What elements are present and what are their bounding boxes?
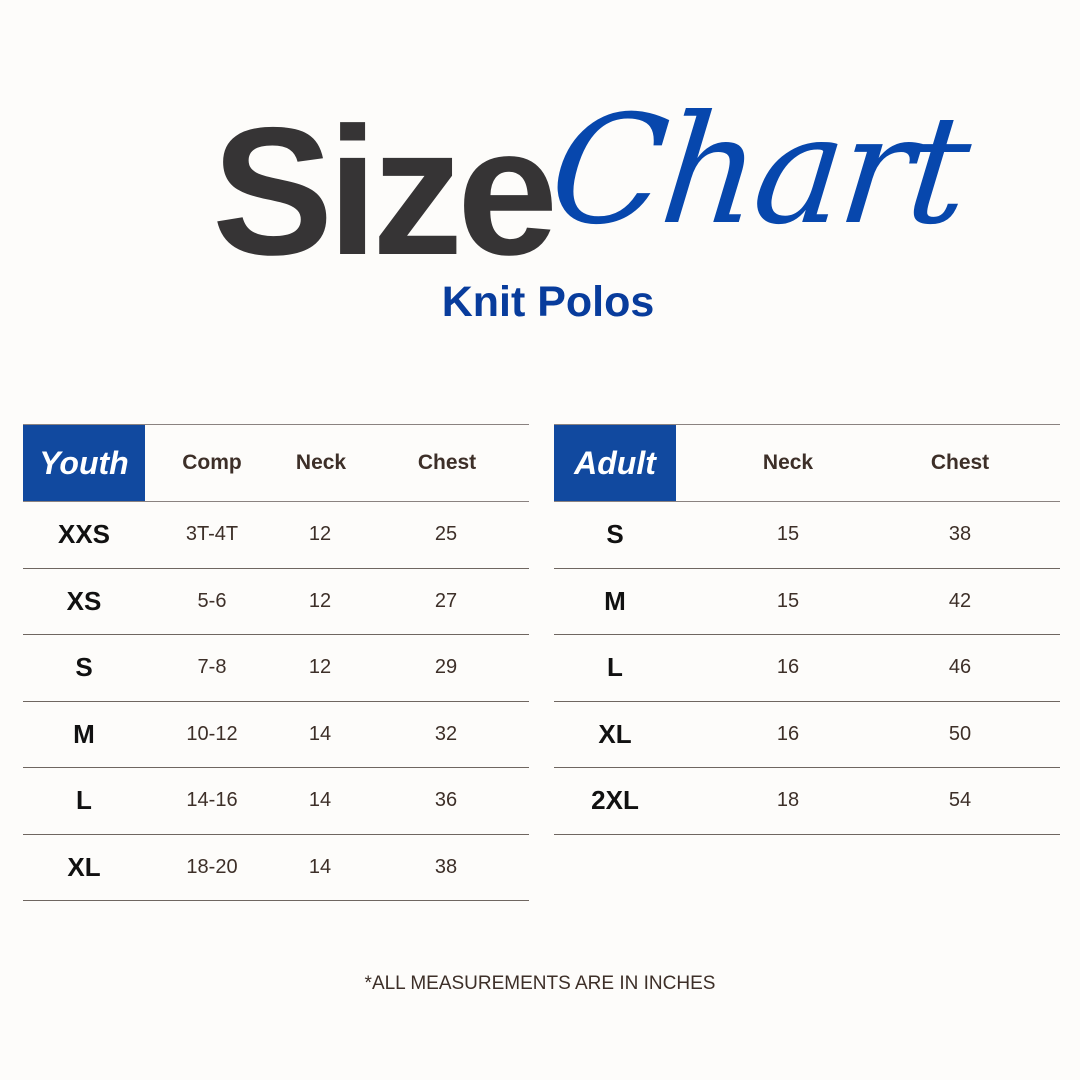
title-size: Size — [212, 89, 558, 293]
table-row: M 15 42 — [554, 569, 1060, 635]
youth-label: Youth — [23, 425, 145, 501]
adult-label: Adult — [554, 425, 676, 501]
table-row: S 15 38 — [554, 502, 1060, 569]
value-cell: 27 — [434, 589, 458, 612]
table-row: L 16 46 — [554, 635, 1060, 702]
value-cell: 7-8 — [197, 656, 227, 678]
size-cell: S — [75, 652, 93, 682]
value-cell: 50 — [948, 722, 972, 745]
size-cell: L — [607, 652, 623, 682]
value-cell: 16 — [776, 656, 800, 678]
table-row: L 14-16 14 36 — [23, 768, 529, 835]
adult-table: Adult Neck Chest S 15 38 M 15 42 L 16 46 XL 16 50 2XL… — [554, 424, 1060, 835]
value-cell: 16 — [776, 722, 800, 745]
value-cell: 12 — [308, 589, 332, 612]
table-row: XL 18-20 14 38 — [23, 835, 529, 901]
value-cell: 12 — [308, 656, 332, 678]
table-row: M 10-12 14 32 — [23, 702, 529, 768]
value-cell: 14 — [308, 722, 332, 745]
value-cell: 25 — [434, 523, 458, 545]
size-cell: 2XL — [591, 785, 639, 815]
value-cell: 29 — [434, 656, 458, 678]
column-header: Neck — [762, 451, 814, 474]
size-cell: M — [73, 718, 95, 749]
table-row: XXS 3T-4T 12 25 — [23, 502, 529, 569]
size-cell: L — [76, 785, 92, 815]
value-cell: 18-20 — [186, 855, 238, 878]
title-chart: Chart — [542, 84, 974, 258]
table-row: XL 16 50 — [554, 702, 1060, 768]
size-cell: S — [606, 519, 624, 549]
value-cell: 42 — [948, 589, 972, 612]
youth-header-row: Youth Comp Neck Chest — [23, 424, 529, 502]
value-cell: 46 — [948, 656, 972, 678]
value-cell: 15 — [776, 523, 800, 545]
subtitle: Knit Polos — [441, 278, 655, 326]
value-cell: 5-6 — [197, 589, 227, 612]
value-cell: 32 — [434, 722, 458, 745]
value-cell: 38 — [434, 855, 458, 878]
value-cell: 12 — [308, 523, 332, 545]
value-cell: 10-12 — [186, 722, 238, 745]
column-header: Chest — [930, 451, 990, 474]
table-row: S 7-8 12 29 — [23, 635, 529, 702]
size-cell: XXS — [57, 519, 111, 549]
value-cell: 38 — [948, 523, 972, 545]
column-header: Neck — [295, 451, 347, 474]
value-cell: 14-16 — [186, 789, 238, 811]
adult-header-row: Adult Neck Chest — [554, 424, 1060, 502]
size-cell: XL — [598, 718, 632, 749]
value-cell: 15 — [776, 589, 800, 612]
column-header: Chest — [417, 451, 477, 474]
value-cell: 36 — [434, 789, 458, 811]
size-cell: XS — [66, 585, 102, 616]
size-cell: M — [604, 585, 626, 616]
table-row: 2XL 18 54 — [554, 768, 1060, 835]
value-cell: 14 — [308, 789, 332, 811]
youth-table: Youth Comp Neck Chest XXS 3T-4T 12 25 XS 5-6 12 2… — [23, 424, 529, 901]
column-header: Comp — [182, 451, 242, 474]
value-cell: 3T-4T — [185, 523, 239, 545]
value-cell: 18 — [776, 789, 800, 811]
value-cell: 54 — [948, 789, 972, 811]
footnote: *ALL MEASUREMENTS ARE IN INCHES — [364, 973, 716, 994]
value-cell: 14 — [308, 855, 332, 878]
table-row: XS 5-6 12 27 — [23, 569, 529, 635]
size-cell: XL — [67, 851, 101, 882]
